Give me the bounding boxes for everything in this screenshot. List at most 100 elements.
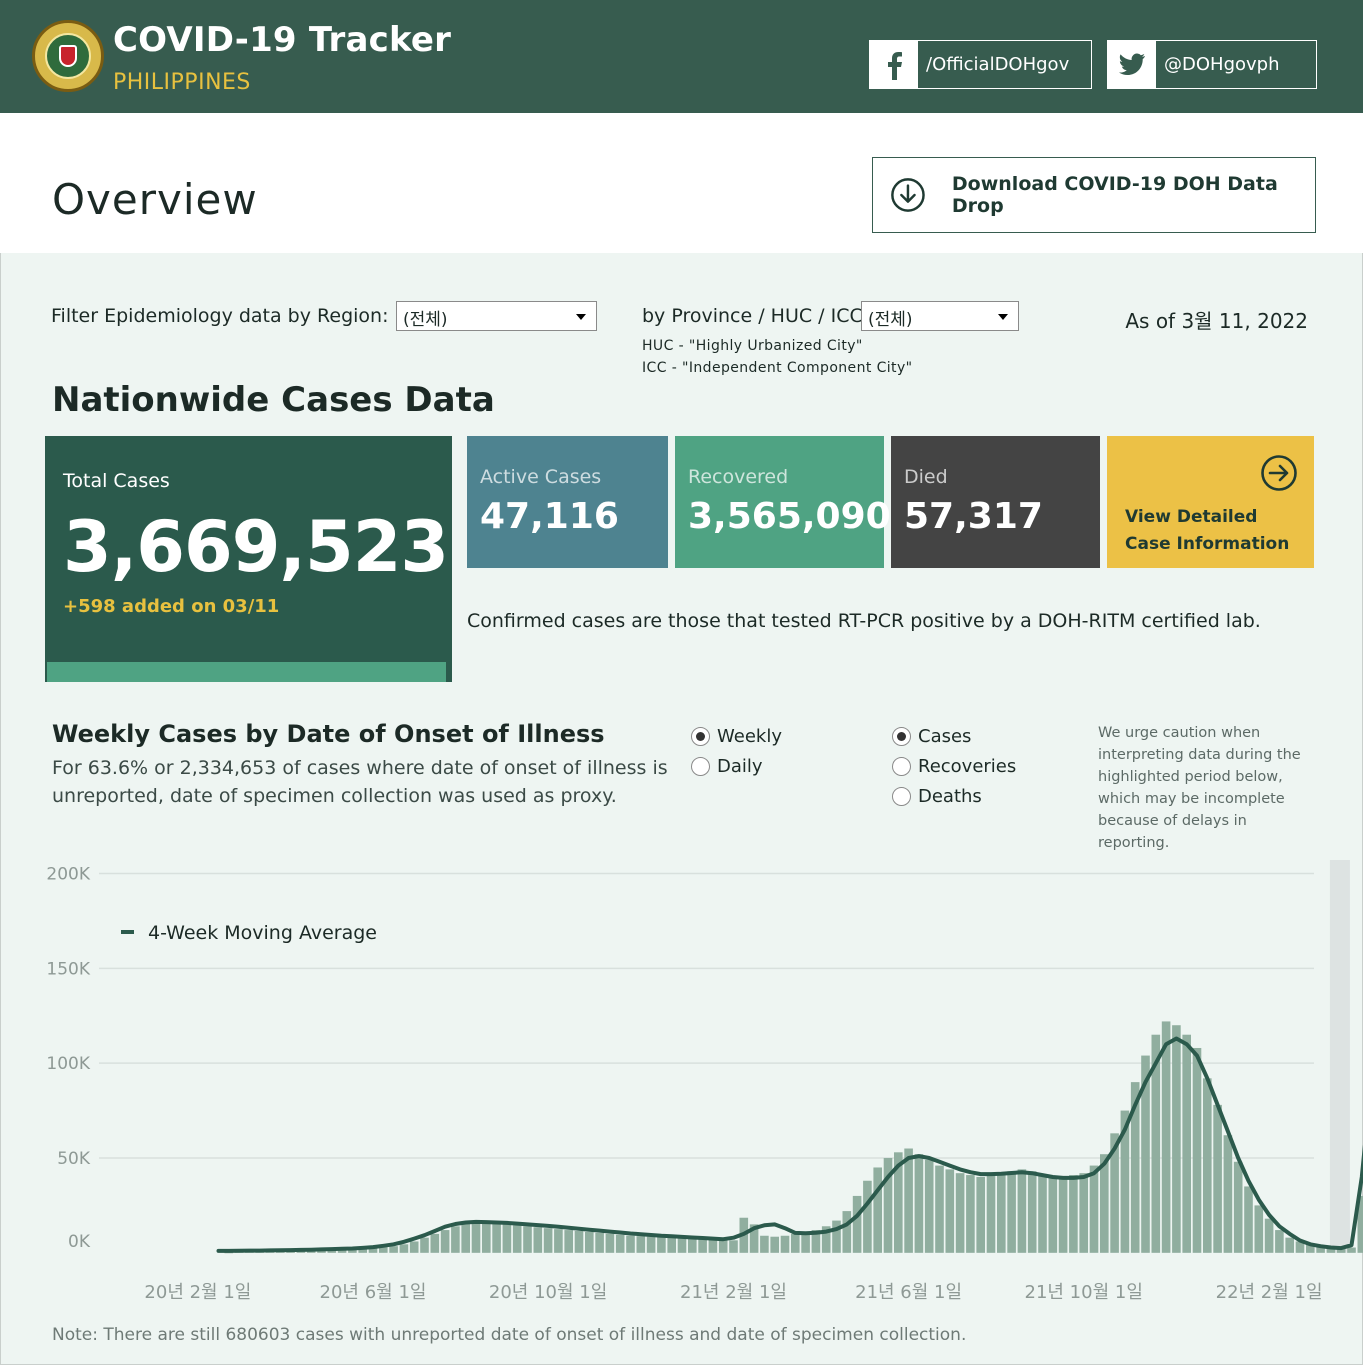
facebook-link[interactable]: /OfficialDOHgov bbox=[869, 40, 1092, 89]
period-option-daily[interactable]: Daily bbox=[691, 756, 763, 777]
active-cases-tile: Active Cases 47,116 bbox=[467, 436, 668, 568]
weekly-cases-bar bbox=[667, 1237, 676, 1253]
view-detailed-label: View Detailed Case Information bbox=[1125, 504, 1289, 558]
weekly-cases-bar bbox=[1007, 1171, 1016, 1253]
weekly-cases-bar bbox=[1027, 1171, 1037, 1253]
view-detailed-case-info-button[interactable]: View Detailed Case Information bbox=[1107, 436, 1314, 568]
weekly-cases-bar bbox=[842, 1211, 852, 1253]
doh-seal-logo bbox=[32, 20, 104, 92]
weekly-cases-bar bbox=[379, 1247, 388, 1253]
total-cases-tile: Total Cases 3,669,523 +598 added on 03/1… bbox=[45, 436, 452, 682]
weekly-cases-bar bbox=[976, 1176, 985, 1253]
confirmed-cases-note: Confirmed cases are those that tested RT… bbox=[467, 610, 1261, 632]
region-select[interactable]: (전체) bbox=[396, 301, 597, 331]
region-select-value: (전체) bbox=[403, 310, 448, 330]
weekly-cases-bar bbox=[1192, 1047, 1202, 1253]
province-select[interactable]: (전체) bbox=[861, 301, 1019, 331]
weekly-cases-bar bbox=[1038, 1175, 1047, 1253]
caution-line: interpreting data during the bbox=[1098, 747, 1301, 763]
weekly-cases-bar bbox=[1347, 1247, 1356, 1253]
overview-band: Overview Download COVID-19 DOH Data Drop bbox=[0, 113, 1363, 253]
x-tick-label: 22년 2월 1일 bbox=[1216, 1282, 1323, 1303]
y-tick-label: 100K bbox=[46, 1054, 90, 1074]
twitter-label: @DOHgovph bbox=[1164, 54, 1280, 75]
died-value: 57,317 bbox=[904, 496, 1043, 537]
radio-selected-icon bbox=[691, 727, 710, 746]
weekly-cases-bar bbox=[966, 1175, 975, 1253]
weekly-cases-bar bbox=[1100, 1154, 1109, 1253]
weekly-cases-bar bbox=[1110, 1133, 1119, 1253]
unreported-cases-footnote: Note: There are still 680603 cases with … bbox=[52, 1325, 967, 1345]
download-button-label: Download COVID-19 DOH Data Drop bbox=[951, 173, 1278, 217]
weekly-cases-bar bbox=[646, 1236, 656, 1253]
province-filter-label: by Province / HUC / ICC: bbox=[642, 305, 870, 327]
weekly-cases-bar bbox=[688, 1238, 697, 1253]
recovered-tile: Recovered 3,565,090 bbox=[675, 436, 891, 568]
weekly-cases-bar bbox=[749, 1224, 759, 1253]
period-option-weekly[interactable]: Weekly bbox=[691, 726, 782, 747]
weekly-cases-bar bbox=[997, 1173, 1006, 1253]
weekly-cases-bar bbox=[914, 1154, 924, 1253]
x-tick-label: 21년 10월 1일 bbox=[1025, 1282, 1143, 1303]
weekly-cases-bar bbox=[409, 1241, 419, 1253]
total-cases-label: Total Cases bbox=[63, 470, 170, 492]
weekly-cases-bar bbox=[430, 1233, 440, 1253]
weekly-cases-bar bbox=[729, 1240, 738, 1253]
metric-option-label: Cases bbox=[918, 726, 972, 747]
weekly-cases-bar bbox=[451, 1226, 460, 1253]
weekly-cases-bar bbox=[1213, 1104, 1222, 1253]
weekly-cases-bar bbox=[770, 1236, 779, 1253]
moving-average-line bbox=[216, 1036, 1363, 1253]
data-caution-note: We urge caution when interpreting data d… bbox=[1098, 722, 1313, 854]
nationwide-section-title: Nationwide Cases Data bbox=[52, 380, 495, 420]
x-tick-label: 21년 2월 1일 bbox=[680, 1282, 787, 1303]
weekly-cases-bar bbox=[327, 1249, 337, 1253]
weekly-cases-bar bbox=[348, 1248, 357, 1253]
weekly-cases-bar bbox=[420, 1237, 429, 1253]
weekly-cases-bar bbox=[1048, 1176, 1058, 1253]
weekly-cases-bar bbox=[832, 1220, 841, 1253]
legend-label: 4-Week Moving Average bbox=[148, 922, 377, 944]
x-tick-label: 21년 6월 1일 bbox=[855, 1282, 962, 1303]
download-data-drop-button[interactable]: Download COVID-19 DOH Data Drop bbox=[872, 157, 1316, 233]
weekly-cases-bar bbox=[657, 1237, 666, 1253]
weekly-cases-bar bbox=[1069, 1175, 1078, 1253]
weekly-cases-bar bbox=[502, 1224, 512, 1253]
recovered-label: Recovered bbox=[688, 466, 789, 488]
period-option-label: Weekly bbox=[717, 726, 782, 747]
caution-line: because of delays in bbox=[1098, 813, 1247, 829]
weekly-desc-line1: For 63.6% or 2,334,653 of cases where da… bbox=[52, 757, 668, 779]
weekly-cases-bar bbox=[554, 1229, 563, 1253]
weekly-cases-bar bbox=[677, 1238, 687, 1253]
metric-option-cases[interactable]: Cases bbox=[892, 726, 971, 747]
twitter-icon bbox=[1108, 41, 1156, 88]
weekly-cases-bar bbox=[389, 1246, 398, 1253]
weekly-cases-bar bbox=[1254, 1205, 1264, 1253]
weekly-cases-bar bbox=[1285, 1237, 1294, 1253]
died-tile: Died 57,317 bbox=[891, 436, 1100, 568]
radio-selected-icon bbox=[892, 727, 911, 746]
app-subtitle: PHILIPPINES bbox=[113, 70, 251, 95]
recovered-value: 3,565,090 bbox=[688, 496, 891, 537]
region-filter-label: Filter Epidemiology data by Region: bbox=[51, 305, 389, 327]
metric-option-deaths[interactable]: Deaths bbox=[892, 786, 982, 807]
weekly-cases-bar bbox=[894, 1152, 903, 1253]
x-tick-label: 20년 2월 1일 bbox=[144, 1282, 251, 1303]
chevron-down-icon bbox=[576, 314, 586, 320]
y-tick-label: 150K bbox=[46, 959, 90, 979]
weekly-cases-bar bbox=[1295, 1241, 1305, 1253]
metric-option-label: Recoveries bbox=[918, 756, 1017, 777]
huc-note: HUC - "Highly Urbanized City" bbox=[642, 338, 863, 354]
caution-line: which may be incomplete bbox=[1098, 791, 1285, 807]
weekly-cases-bar bbox=[821, 1226, 831, 1253]
weekly-cases-bar bbox=[718, 1239, 728, 1253]
twitter-link[interactable]: @DOHgovph bbox=[1107, 40, 1317, 89]
weekly-cases-bar bbox=[440, 1230, 450, 1253]
weekly-cases-bar bbox=[471, 1221, 481, 1253]
weekly-cases-bar bbox=[636, 1236, 646, 1253]
weekly-cases-bar bbox=[605, 1233, 615, 1253]
y-tick-label: 200K bbox=[46, 864, 90, 884]
weekly-cases-bar bbox=[1264, 1218, 1274, 1253]
metric-option-recoveries[interactable]: Recoveries bbox=[892, 756, 1016, 777]
weekly-chart-description: For 63.6% or 2,334,653 of cases where da… bbox=[52, 754, 672, 810]
